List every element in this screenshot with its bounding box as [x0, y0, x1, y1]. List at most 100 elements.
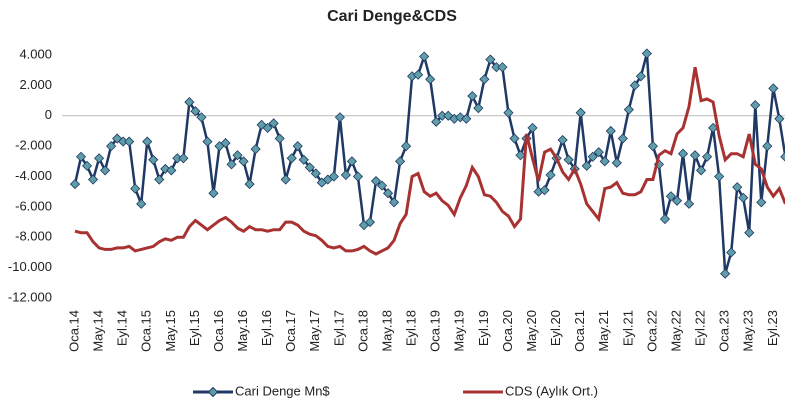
x-tick-label: May.22: [668, 310, 683, 352]
marker: [334, 112, 345, 123]
x-tick-label: Oca.23: [717, 310, 732, 352]
marker: [696, 165, 707, 176]
marker: [689, 150, 701, 161]
marker: [401, 141, 412, 152]
x-tick-label: Eyl.22: [693, 310, 708, 346]
chart-title: Cari Denge&CDS: [327, 8, 457, 25]
marker: [154, 174, 165, 185]
marker: [467, 90, 478, 102]
x-tick-label: Oca.18: [355, 310, 370, 352]
marker: [593, 147, 604, 158]
marker: [220, 138, 231, 149]
legend-label: CDS (Aylık Ort.): [505, 383, 598, 398]
marker: [310, 168, 321, 179]
x-tick-label: May.16: [235, 310, 250, 352]
marker: [431, 116, 442, 127]
marker: [184, 97, 195, 108]
x-tick-label: Oca.22: [644, 310, 659, 352]
marker: [232, 150, 243, 161]
x-tick-label: May.19: [452, 310, 467, 352]
marker: [202, 136, 213, 147]
y-tick-label: -12.000: [8, 289, 52, 304]
marker: [635, 71, 646, 82]
marker: [382, 188, 394, 199]
marker: [659, 213, 671, 225]
x-tick-label: Oca.19: [428, 310, 443, 352]
marker: [124, 136, 135, 147]
y-tick-label: -6.000: [15, 198, 52, 213]
marker: [370, 175, 382, 187]
x-tick-label: Oca.21: [572, 310, 587, 352]
marker: [106, 141, 117, 152]
x-tick-label: May.17: [307, 310, 322, 352]
marker: [166, 165, 177, 176]
y-tick-label: 0: [45, 107, 52, 122]
marker: [413, 69, 424, 80]
marker: [352, 171, 364, 182]
marker: [274, 133, 285, 144]
marker: [364, 216, 376, 228]
marker: [304, 162, 315, 173]
marker: [256, 119, 267, 130]
marker: [563, 154, 574, 165]
marker: [750, 100, 761, 111]
marker: [328, 171, 339, 182]
marker: [100, 165, 111, 176]
y-tick-label: -10.000: [8, 259, 52, 274]
marker: [629, 80, 640, 91]
marker: [587, 151, 598, 162]
y-tick-label: -8.000: [15, 229, 52, 244]
marker: [388, 197, 400, 208]
x-tick-label: Oca.15: [139, 310, 154, 352]
series-line: [74, 66, 785, 256]
x-tick-label: Eyl.14: [115, 310, 130, 346]
marker: [557, 134, 568, 146]
x-tick-label: Oca.14: [66, 310, 81, 352]
y-tick-label: 2.000: [19, 77, 52, 92]
marker: [340, 169, 351, 181]
marker: [780, 152, 785, 162]
series-line: [73, 52, 785, 275]
marker: [142, 136, 153, 147]
marker: [286, 153, 297, 164]
x-tick-label: Oca.20: [500, 310, 515, 352]
x-tick-label: Eyl.16: [259, 310, 274, 346]
marker: [611, 157, 622, 168]
x-tick-label: Oca.17: [283, 310, 298, 352]
marker: [75, 151, 87, 162]
x-tick-label: May.15: [163, 310, 178, 352]
marker: [605, 125, 616, 137]
x-tick-label: May.23: [741, 310, 756, 352]
marker: [461, 113, 472, 124]
marker: [509, 133, 520, 144]
marker: [395, 156, 406, 167]
marker: [744, 227, 755, 238]
marker: [81, 160, 93, 171]
x-tick-label: May.21: [596, 310, 611, 352]
marker: [238, 156, 249, 167]
x-tick-label: Eyl.20: [548, 310, 563, 346]
marker: [665, 191, 677, 202]
marker: [298, 154, 309, 165]
marker: [87, 174, 99, 185]
marker: [208, 188, 219, 199]
x-tick-label: May.14: [91, 310, 106, 352]
marker: [539, 185, 550, 196]
marker: [280, 174, 291, 185]
marker: [515, 150, 526, 161]
marker: [503, 107, 514, 118]
marker: [738, 192, 749, 203]
marker: [647, 141, 658, 152]
y-tick-label: 4.000: [19, 46, 52, 61]
marker: [226, 159, 237, 170]
x-tick-label: Eyl.19: [476, 310, 491, 346]
marker: [262, 122, 273, 133]
y-tick-label: -2.000: [15, 138, 52, 153]
marker: [683, 198, 695, 209]
marker: [250, 144, 261, 155]
marker: [768, 83, 779, 94]
marker: [774, 113, 785, 124]
marker: [581, 160, 592, 171]
marker: [425, 74, 436, 85]
marker: [545, 169, 556, 181]
